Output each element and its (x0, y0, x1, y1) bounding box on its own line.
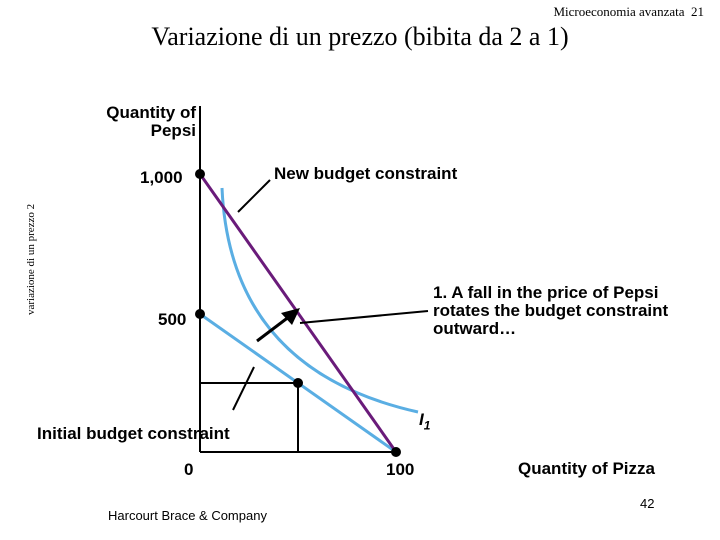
indifference-label: I1 (419, 410, 430, 432)
y-tick-1000: 1,000 (140, 168, 183, 187)
fall-note: 1. A fall in the price of Pepsi rotates … (433, 283, 669, 338)
indifference-curve (220, 187, 419, 414)
course-name: Microeconomia avanzata (553, 4, 685, 19)
y-tick-500: 500 (158, 310, 187, 329)
page-number: 42 (640, 496, 655, 511)
point-x-intercept (391, 447, 401, 457)
x-tick-100: 100 (386, 460, 415, 479)
point-tangency (293, 378, 303, 388)
publisher-footer: Harcourt Brace & Company (108, 508, 267, 523)
slide-title: Variazione di un prezzo (bibita da 2 a 1… (151, 22, 569, 51)
point-initial-intercept (195, 309, 205, 319)
new-budget-label: New budget constraint (274, 164, 458, 183)
new-budget-line (198, 173, 398, 453)
slide-header: Microeconomia avanzata 21 (553, 4, 704, 20)
slide-number: 21 (691, 4, 704, 19)
pointer-new-budget (237, 179, 271, 213)
x-axis-label: Quantity of Pizza (518, 459, 655, 478)
indifference-letter: I (419, 410, 424, 429)
pointer-initial-budget (232, 366, 255, 411)
initial-budget-label: Initial budget constraint (37, 424, 230, 443)
x-tick-0: 0 (184, 460, 194, 479)
y-axis-label: Quantity of Pepsi (106, 103, 196, 140)
pointer-fall-note (299, 310, 429, 324)
point-new-intercept (195, 169, 205, 179)
indifference-subscript: 1 (423, 418, 431, 433)
rotation-arrow-head (281, 308, 300, 325)
